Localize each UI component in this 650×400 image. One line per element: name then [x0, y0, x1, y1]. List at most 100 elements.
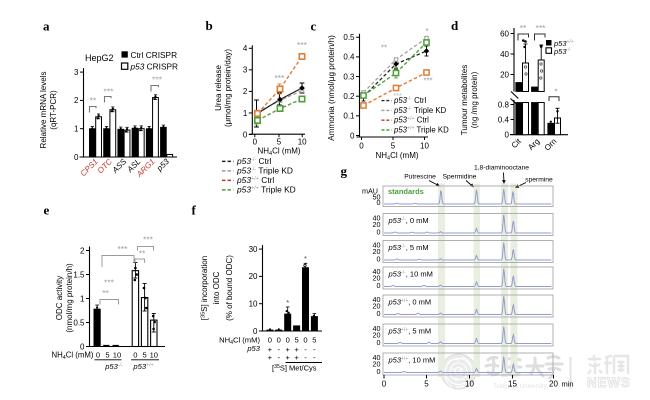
svg-text:p53-/-: p53-/-	[553, 47, 572, 56]
svg-text:**: **	[139, 249, 146, 259]
svg-text:Spermidine: Spermidine	[443, 174, 477, 181]
svg-text:g: g	[341, 164, 348, 179]
svg-text:Putrescine: Putrescine	[404, 174, 436, 181]
svg-text:ODC activity: ODC activity	[55, 276, 64, 320]
svg-text:20: 20	[373, 302, 381, 311]
svg-text:0.2: 0.2	[343, 92, 355, 101]
svg-text:NH4Cl (mM): NH4Cl (mM)	[219, 336, 260, 346]
svg-text:5: 5	[294, 336, 298, 345]
svg-text:0: 0	[377, 198, 381, 207]
svg-text:20: 20	[373, 331, 381, 340]
svg-text:standards: standards	[388, 187, 424, 196]
svg-text:50: 50	[373, 193, 381, 202]
svg-text:-: -	[304, 345, 307, 354]
svg-text:60: 60	[500, 29, 509, 38]
svg-text:20: 20	[500, 70, 509, 79]
svg-text:NH4Cl (mM): NH4Cl (mM)	[52, 351, 94, 361]
svg-text:5: 5	[105, 351, 109, 360]
svg-text:(ng /mg protein): (ng /mg protein)	[470, 71, 479, 128]
svg-text:1,8-diaminooctane: 1,8-diaminooctane	[474, 165, 529, 172]
svg-text:d: d	[451, 18, 459, 33]
svg-text:15: 15	[508, 380, 517, 389]
svg-text:5: 5	[312, 336, 316, 345]
svg-text:0: 0	[80, 342, 85, 351]
svg-text:p53-/-, 0 mM: p53-/-, 0 mM	[388, 216, 429, 225]
svg-text:[35S] Met/Cys: [35S] Met/Cys	[272, 364, 317, 373]
svg-text:a: a	[43, 19, 50, 34]
svg-text:40: 40	[373, 214, 381, 223]
svg-text:p53-/- Ctrl: p53-/- Ctrl	[393, 96, 426, 105]
svg-text:***: ***	[297, 40, 308, 50]
svg-text:(nmol/mg protein/h): (nmol/mg protein/h)	[65, 263, 74, 333]
svg-text:40: 40	[373, 324, 381, 333]
svg-text:***: ***	[393, 93, 401, 100]
svg-text:0.5: 0.5	[343, 33, 355, 42]
svg-text:0.1: 0.1	[343, 112, 355, 121]
svg-text:20: 20	[249, 272, 258, 281]
svg-text:0.8: 0.8	[498, 100, 510, 109]
svg-text:-: -	[313, 353, 316, 362]
svg-text:0: 0	[253, 138, 258, 147]
svg-text:0.4: 0.4	[343, 53, 355, 62]
svg-text:p53-/-, 5 mM: p53-/-, 5 mM	[388, 243, 429, 252]
svg-text:0: 0	[377, 281, 381, 290]
svg-text:+: +	[294, 353, 299, 362]
svg-text:***: ***	[118, 244, 129, 254]
svg-text:10: 10	[298, 138, 307, 147]
svg-text:40: 40	[373, 267, 381, 276]
svg-text:0: 0	[377, 228, 381, 237]
svg-text:0: 0	[277, 336, 281, 345]
svg-text:p53+/+ Ctrl: p53+/+ Ctrl	[393, 116, 429, 125]
svg-text:Ctrl CRISPR: Ctrl CRISPR	[131, 50, 178, 60]
svg-text:0: 0	[74, 153, 79, 162]
svg-text:***: ***	[143, 235, 154, 245]
svg-text:NH4Cl (mM): NH4Cl (mM)	[257, 147, 300, 158]
svg-text:0: 0	[96, 351, 100, 360]
svg-text:20: 20	[373, 274, 381, 283]
svg-text:0: 0	[350, 131, 355, 140]
svg-text:NEWS: NEWS	[587, 375, 631, 390]
svg-text:p53+/+ Ctrl: p53+/+ Ctrl	[236, 175, 274, 185]
svg-text:HepG2: HepG2	[85, 53, 114, 63]
svg-text:30: 30	[249, 245, 258, 254]
svg-text:p53+/+: p53+/+	[553, 39, 574, 48]
svg-text:p53+/+ Triple KD: p53+/+ Triple KD	[236, 185, 296, 195]
svg-text:mAU: mAU	[362, 187, 378, 196]
svg-text:p53+/+ Triple KD: p53+/+ Triple KD	[393, 125, 449, 134]
svg-text:0: 0	[377, 367, 381, 376]
svg-text:-: -	[313, 345, 316, 354]
svg-text:f: f	[192, 203, 197, 218]
svg-text:Urea release: Urea release	[214, 65, 223, 111]
svg-text:p53-/- Ctrl: p53-/- Ctrl	[236, 156, 272, 166]
svg-text:*: *	[425, 27, 428, 36]
svg-text:(% of bound ODC): (% of bound ODC)	[225, 255, 234, 321]
svg-text:0.3: 0.3	[343, 72, 355, 81]
svg-text:10: 10	[465, 380, 474, 389]
svg-text:0.5: 0.5	[73, 318, 85, 327]
svg-text:p53 CRISPR: p53 CRISPR	[130, 62, 179, 72]
svg-text:0: 0	[505, 130, 510, 139]
svg-text:*: *	[554, 87, 558, 97]
svg-text:***: ***	[152, 75, 163, 85]
svg-text:c: c	[311, 19, 317, 34]
svg-text:3: 3	[243, 66, 248, 75]
svg-text:5: 5	[391, 142, 396, 151]
svg-text:20: 20	[373, 247, 381, 256]
svg-text:20: 20	[373, 220, 381, 229]
svg-text:p53+/+, 0 mM: p53+/+, 0 mM	[388, 298, 432, 307]
svg-text:+: +	[285, 345, 290, 354]
svg-text:40: 40	[373, 353, 381, 362]
svg-text:p53-/-: p53-/-	[104, 362, 123, 371]
svg-text:+: +	[268, 345, 273, 354]
svg-text:p53-/- Triple KD: p53-/- Triple KD	[393, 106, 447, 115]
svg-text:Relative mRNA levels: Relative mRNA levels	[39, 72, 48, 149]
svg-text:40: 40	[373, 295, 381, 304]
svg-text:0: 0	[382, 380, 387, 389]
svg-text:1: 1	[243, 109, 248, 118]
svg-text:0.4: 0.4	[498, 115, 510, 124]
svg-text:1: 1	[80, 294, 85, 303]
svg-text:Tsinghua University: Tsinghua University	[493, 383, 548, 390]
svg-text:5: 5	[424, 380, 429, 389]
svg-text:1: 1	[74, 125, 79, 134]
svg-text:+: +	[294, 345, 299, 354]
